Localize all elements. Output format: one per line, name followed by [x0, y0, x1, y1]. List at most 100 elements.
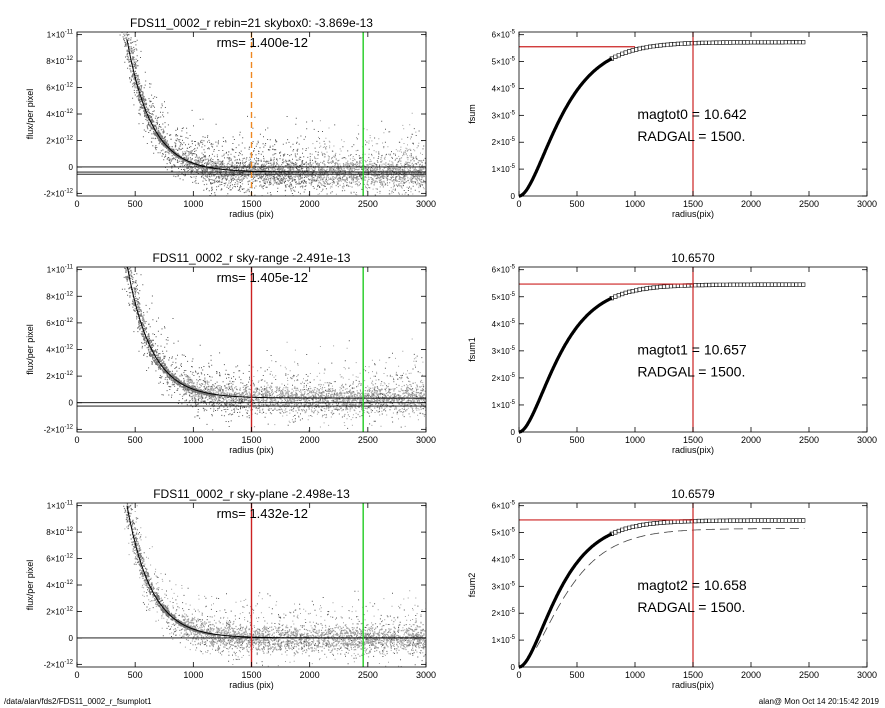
fsum-curve [519, 57, 613, 198]
y-tick-label: 2×10-5 [492, 137, 516, 147]
y-tick-label: 0 [69, 399, 74, 408]
y-tick-label: 6×10-5 [492, 501, 516, 511]
fsum-curve [519, 296, 613, 434]
x-tick-label: 1000 [625, 435, 645, 445]
y-tick-label: -2×10-12 [44, 659, 74, 669]
x-tick-label: 1000 [183, 435, 203, 445]
x-tick-label: 2000 [741, 670, 761, 680]
x-tick-label: 3000 [857, 435, 877, 445]
growth-curve-plot-3: magtot2 = 10.658 RADGAL = 1500. 0 500 1000 15… [467, 487, 877, 690]
rms-annotation: rms= 1.400e-12 [217, 35, 308, 50]
magnitude-annotation: magtot0 = 10.642 [637, 106, 747, 122]
x-tick-label: 2000 [300, 199, 320, 209]
x-axis-label: radius (pix) [229, 445, 274, 455]
x-tick-label: 500 [569, 435, 584, 445]
x-axis-label: radius (pix) [229, 209, 274, 219]
y-axis-label: fsum2 [467, 573, 477, 598]
x-tick-label: 3000 [416, 435, 436, 445]
plot-title: 10.6579 [671, 487, 715, 501]
x-tick-label: 3000 [416, 199, 436, 209]
y-axis-label: flux/per pixel [25, 89, 35, 140]
rms-annotation: rms= 1.405e-12 [217, 270, 308, 285]
x-tick-label: 3000 [857, 199, 877, 209]
x-tick-label: 2000 [300, 435, 320, 445]
y-tick-label: 4×10-5 [492, 554, 516, 564]
y-tick-label: 4×10-5 [492, 319, 516, 329]
x-tick-label: 2500 [799, 670, 819, 680]
growth-curve-plot-1: magtot0 = 10.642 RADGAL = 1500. 0 500 1000 15… [467, 30, 877, 219]
fsum-markers [609, 40, 806, 61]
plot-title: FDS11_0002_r sky-range -2.491e-13 [153, 251, 351, 265]
y-tick-label: 4×10-12 [46, 345, 73, 355]
y-tick-label: 1×10-11 [47, 30, 74, 40]
y-tick-label: 0 [511, 428, 516, 437]
x-tick-label: 2000 [741, 435, 761, 445]
background-points [119, 32, 426, 196]
x-tick-label: 3000 [416, 670, 436, 680]
y-tick-label: 1×10-5 [492, 400, 516, 410]
x-axis-label: radius(pix) [672, 680, 714, 690]
y-tick-label: 0 [69, 634, 74, 643]
y-tick-label: -2×10-12 [44, 424, 74, 434]
x-tick-label: 1000 [625, 670, 645, 680]
magnitude-annotation: RADGAL = 1500. [637, 599, 745, 615]
x-tick-label: 1500 [241, 435, 261, 445]
y-tick-label: 0 [511, 663, 516, 672]
x-tick-label: 3000 [857, 670, 877, 680]
x-tick-label: 500 [128, 199, 143, 209]
scatter-points [77, 503, 426, 667]
y-tick-label: 0 [69, 163, 74, 172]
y-tick-label: 2×10-12 [46, 135, 73, 145]
scatter-points [77, 32, 426, 196]
y-tick-label: 3×10-5 [492, 581, 516, 591]
rms-annotation: rms= 1.432e-12 [217, 506, 308, 521]
y-tick-label: 2×10-12 [46, 371, 73, 381]
flux-profile-plot-2: rms= 1.405e-12 0 500 1000 1500 2000 2500 3000 -2… [25, 251, 436, 455]
scatter-points [77, 267, 426, 432]
x-axis-label: radius(pix) [672, 209, 714, 219]
fsum-markers [609, 282, 806, 301]
y-tick-label: -2×10-12 [44, 188, 74, 198]
y-tick-label: 5×10-5 [492, 57, 516, 67]
flux-profile-plot-1: rms= 1.400e-12 0 500 1000 1500 2000 2500 3000 -2… [25, 16, 436, 219]
x-tick-label: 0 [74, 670, 79, 680]
y-tick-label: 8×10-12 [46, 527, 73, 537]
y-tick-label: 6×10-12 [46, 83, 73, 93]
y-tick-label: 2×10-12 [46, 606, 73, 616]
x-tick-label: 1000 [625, 199, 645, 209]
plot-title: 10.6570 [671, 251, 715, 265]
x-tick-label: 0 [74, 199, 79, 209]
x-tick-label: 1500 [683, 199, 703, 209]
x-tick-label: 500 [128, 435, 143, 445]
profile-points [123, 267, 216, 397]
magnitude-annotation: RADGAL = 1500. [637, 128, 745, 144]
y-tick-label: 3×10-5 [492, 346, 516, 356]
y-axis-label: flux/per pixel [25, 324, 35, 375]
y-tick-label: 0 [511, 192, 516, 201]
x-tick-label: 500 [569, 199, 584, 209]
fsum-curve [519, 532, 613, 669]
y-tick-label: 4×10-12 [46, 109, 73, 119]
y-tick-label: 6×10-5 [492, 30, 516, 40]
y-tick-label: 2×10-5 [492, 608, 516, 618]
growth-curve-plot-2: magtot1 = 10.657 RADGAL = 1500. 0 500 1000 15… [467, 251, 877, 455]
y-tick-label: 4×10-5 [492, 83, 516, 93]
y-tick-label: 1×10-11 [47, 501, 74, 511]
y-tick-label: 2×10-5 [492, 373, 516, 383]
x-tick-label: 2500 [358, 670, 378, 680]
y-tick-label: 8×10-12 [46, 56, 73, 66]
x-tick-label: 2500 [799, 435, 819, 445]
plot-title: FDS11_0002_r sky-plane -2.498e-13 [153, 487, 350, 501]
sky-points [181, 112, 426, 196]
x-tick-label: 2500 [799, 199, 819, 209]
y-tick-label: 6×10-12 [46, 318, 73, 328]
x-tick-label: 500 [128, 670, 143, 680]
magnitude-annotation: magtot2 = 10.658 [637, 577, 747, 593]
x-tick-label: 1500 [241, 670, 261, 680]
x-tick-label: 0 [516, 199, 521, 209]
profile-line [126, 267, 426, 399]
flux-profile-plot-3: rms= 1.432e-12 0 500 1000 1500 2000 2500 3000 -2… [25, 487, 436, 690]
x-axis-label: radius (pix) [229, 680, 274, 690]
y-tick-label: 1×10-5 [492, 164, 516, 174]
